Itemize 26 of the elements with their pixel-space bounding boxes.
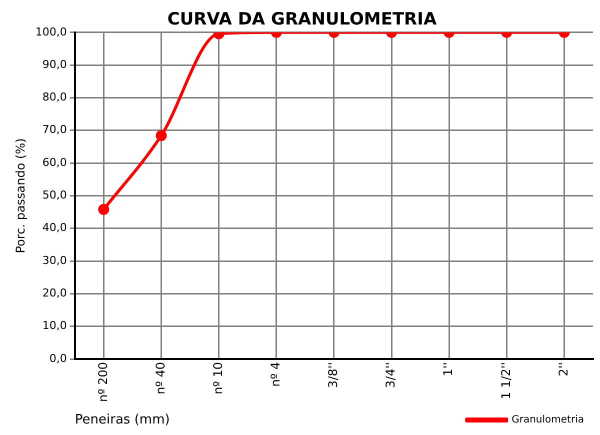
- x-tick-label: nº 10: [210, 362, 225, 394]
- y-tick-label: 100,0: [35, 25, 67, 38]
- x-tick-label: nº 4: [268, 362, 283, 387]
- x-tick-label: 2'': [556, 362, 570, 376]
- x-tick-label: nº 40: [153, 362, 168, 394]
- y-tick-label: 80,0: [42, 90, 67, 104]
- y-tick-label: 70,0: [42, 123, 67, 136]
- y-tick-label: 90,0: [42, 58, 67, 71]
- y-tick-label: 20,0: [42, 286, 67, 300]
- x-axis-title: Peneiras (mm): [74, 412, 170, 428]
- chart-title: CURVA DA GRANULOMETRIA: [167, 10, 438, 30]
- y-tick-label: 40,0: [42, 221, 67, 234]
- y-tick-label: 30,0: [42, 254, 67, 267]
- x-tick-label: 1'': [441, 362, 456, 376]
- y-tick-label: 0,0: [49, 352, 67, 365]
- x-tick-label: 3/4'': [384, 362, 398, 388]
- point: [156, 130, 167, 142]
- legend-label: Granulometria: [512, 414, 584, 426]
- x-tick-label: 1 1/2'': [498, 362, 513, 400]
- x-tick-label: 3/8'': [326, 362, 340, 388]
- y-tick-label: 60,0: [42, 156, 67, 169]
- x-tick-label: nº 200: [96, 362, 110, 402]
- y-tick-label: 50,0: [42, 188, 67, 202]
- y-axis-title: Porc. passando (%): [13, 138, 28, 254]
- y-tick-label: 10,0: [42, 319, 67, 332]
- point: [98, 204, 110, 215]
